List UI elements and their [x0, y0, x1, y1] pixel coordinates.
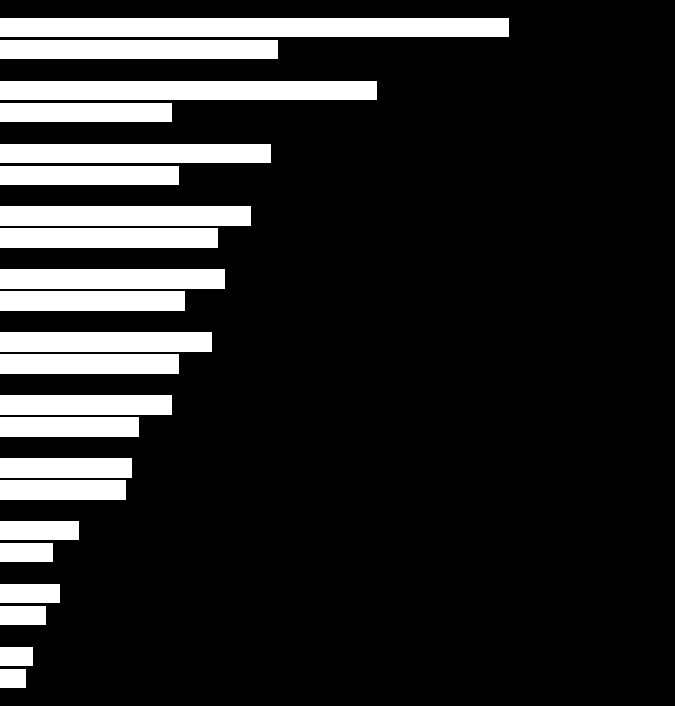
Bar [0, 292, 185, 311]
Bar [0, 480, 126, 500]
Bar [0, 417, 139, 436]
Bar [0, 143, 271, 163]
Bar [0, 102, 172, 122]
Bar [0, 40, 278, 59]
Bar [0, 521, 80, 540]
Bar [0, 206, 251, 226]
Bar [0, 270, 225, 289]
Bar [0, 458, 132, 477]
Bar [0, 606, 47, 626]
Bar [0, 18, 510, 37]
Bar [0, 584, 59, 604]
Bar [0, 166, 179, 185]
Bar [0, 354, 179, 373]
Bar [0, 647, 33, 666]
Bar [0, 669, 26, 688]
Bar [0, 543, 53, 563]
Bar [0, 80, 377, 100]
Bar [0, 229, 218, 248]
Bar [0, 395, 172, 414]
Bar [0, 333, 212, 352]
